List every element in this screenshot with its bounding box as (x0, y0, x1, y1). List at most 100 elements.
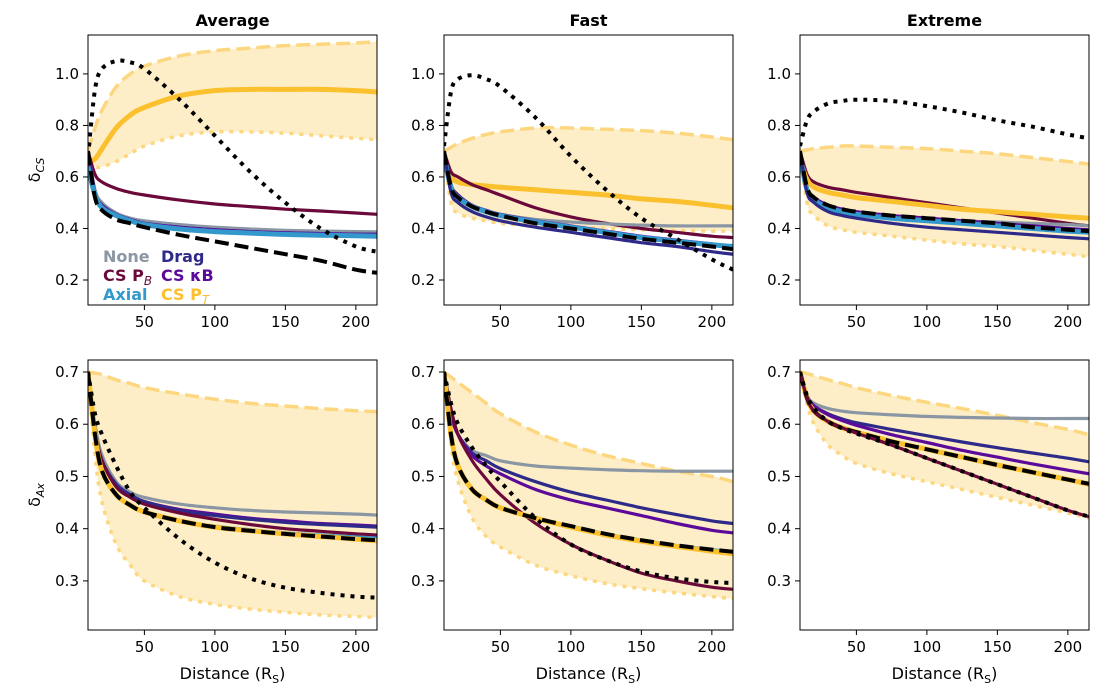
legend-entry: CS PT (161, 285, 211, 307)
x-tick-label: 200 (698, 638, 727, 656)
axes-frame (87, 34, 378, 306)
y-tick-label: 0.2 (767, 271, 791, 289)
series-cs-p-b (444, 371, 733, 591)
y-tick-label: 0.6 (411, 168, 435, 186)
series-cs-p-t (88, 86, 377, 164)
series-band-lower (444, 371, 733, 601)
y-tick-label: 0.5 (767, 467, 791, 485)
axes-frame (799, 359, 1090, 631)
series-band-upper (88, 39, 377, 152)
series-black-dotted (444, 371, 733, 585)
x-tick-label: 200 (1054, 638, 1083, 656)
series-band-lower (800, 150, 1089, 259)
panel-r1-c0: 50 100 150 200 0.3 0.4 0.5 0.6 0.7 δAx Distance (R… (25, 359, 378, 686)
panel-r1-c2: 50 100 150 200 0.3 0.4 0.5 0.6 0.7 Distance (RS) (767, 359, 1090, 686)
y-tick-label: 0.7 (411, 363, 435, 381)
y-axis-label: δAx (25, 483, 47, 507)
legend-entry: CS κB (161, 266, 214, 285)
x-axis-label: Distance (RS) (536, 664, 642, 686)
x-tick-label: 150 (627, 313, 656, 331)
series-cs-p-b (800, 150, 1089, 228)
y-tick-label: 0.6 (55, 168, 79, 186)
series-black-dotted (800, 97, 1089, 147)
series-black-dotted (88, 58, 377, 254)
x-tick-label: 100 (557, 638, 586, 656)
x-tick-label: 200 (1054, 313, 1083, 331)
series-none (800, 371, 1089, 421)
y-tick-label: 0.4 (767, 219, 791, 237)
x-axis-label: Distance (RS) (892, 664, 998, 686)
series-band-lower (88, 371, 377, 620)
y-tick-label: 0.7 (767, 363, 791, 381)
y-tick-label: 0.7 (55, 363, 79, 381)
x-tick-label: 50 (491, 638, 510, 656)
series-cs-p-b (444, 150, 733, 240)
panel-r0-c0: 50 100 150 200 0.2 0.4 0.6 0.8 1.0 Average δCS (25, 11, 378, 331)
y-tick-label: 0.8 (55, 116, 79, 134)
x-tick-label: 200 (342, 313, 371, 331)
y-tick-label: 0.5 (55, 467, 79, 485)
y-tick-label: 0.4 (55, 520, 79, 538)
y-tick-label: 0.3 (767, 572, 791, 590)
uncertainty-band (800, 145, 1089, 257)
y-tick-label: 0.8 (411, 116, 435, 134)
x-tick-label: 50 (847, 638, 866, 656)
legend-entry: None (103, 247, 150, 266)
panel-title: Extreme (907, 11, 982, 30)
y-axis-label: δCS (25, 158, 47, 183)
y-tick-label: 0.6 (767, 168, 791, 186)
axes-frame (87, 359, 378, 631)
series-cs-p-b (88, 150, 377, 216)
y-tick-label: 0.2 (55, 271, 79, 289)
plot-area (800, 97, 1089, 259)
x-axis-label: Distance (RS) (180, 664, 286, 686)
x-tick-label: 150 (983, 313, 1012, 331)
x-tick-label: 200 (342, 638, 371, 656)
x-tick-label: 150 (271, 638, 300, 656)
x-tick-label: 100 (557, 313, 586, 331)
y-tick-label: 0.6 (411, 415, 435, 433)
series-cs-p-t (800, 160, 1089, 221)
uncertainty-band (88, 372, 377, 618)
series-black-dotted (444, 73, 733, 272)
series-cs-κb (800, 371, 1089, 476)
series-drag (800, 150, 1089, 241)
panel-r0-c2: 50 100 150 200 0.2 0.4 0.6 0.8 1.0 Extreme (767, 11, 1090, 331)
legend: None Drag CS PB CS κB Axial CS PT (103, 247, 214, 307)
y-tick-label: 0.4 (411, 219, 435, 237)
series-black-dashed (800, 150, 1089, 234)
plot-area (88, 370, 377, 620)
series-none (88, 371, 377, 517)
y-tick-label: 0.5 (411, 467, 435, 485)
x-tick-label: 100 (913, 313, 942, 331)
x-tick-label: 50 (135, 313, 154, 331)
y-tick-label: 0.4 (55, 219, 79, 237)
axes-frame (799, 34, 1090, 306)
plot-area (88, 39, 377, 275)
series-drag (444, 150, 733, 256)
x-tick-label: 200 (698, 313, 727, 331)
y-tick-label: 0.6 (767, 415, 791, 433)
x-tick-label: 100 (201, 638, 230, 656)
y-tick-label: 0.3 (411, 572, 435, 590)
series-band-upper (444, 370, 733, 484)
legend-entry: Axial (103, 285, 147, 304)
y-tick-label: 0.3 (55, 572, 79, 590)
series-axial (88, 166, 377, 239)
y-tick-label: 1.0 (411, 65, 435, 83)
plot-area (800, 370, 1089, 520)
axes-frame (443, 34, 734, 306)
series-black-dashed (88, 371, 377, 543)
x-tick-label: 100 (913, 638, 942, 656)
series-band-upper (800, 144, 1089, 166)
y-tick-label: 0.4 (767, 520, 791, 538)
y-tick-label: 1.0 (55, 65, 79, 83)
axes-frame (443, 359, 734, 631)
y-tick-label: 0.8 (767, 116, 791, 134)
panel-r1-c1: 50 100 150 200 0.3 0.4 0.5 0.6 0.7 Distance (RS) (411, 359, 734, 686)
panel-title: Average (195, 11, 269, 30)
x-tick-label: 150 (983, 638, 1012, 656)
y-tick-label: 0.4 (411, 520, 435, 538)
plot-area (444, 370, 733, 601)
plot-area (444, 73, 733, 272)
